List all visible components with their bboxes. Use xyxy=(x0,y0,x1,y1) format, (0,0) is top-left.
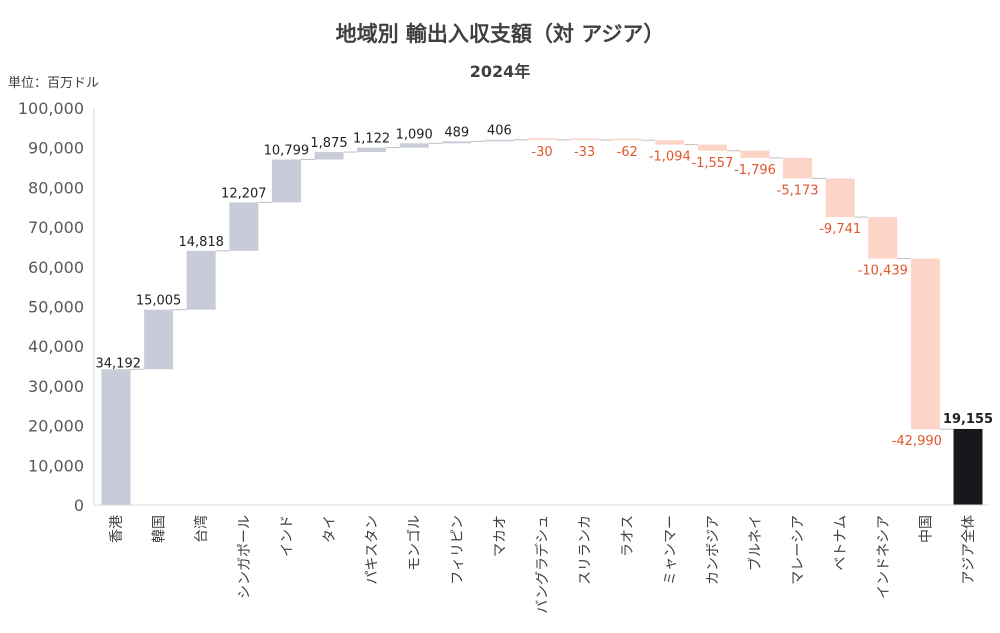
bar-5 xyxy=(271,159,301,203)
y-tick-label: 50,000 xyxy=(28,298,84,317)
x-category-label-4: シンガポール xyxy=(237,515,253,599)
bar-20 xyxy=(910,258,940,430)
data-label-17: -5,173 xyxy=(777,183,819,198)
y-tick-label: 10,000 xyxy=(28,456,84,475)
bar-12 xyxy=(570,138,600,140)
x-category-label-20: 中国 xyxy=(918,515,934,543)
data-label-6: 1,875 xyxy=(310,136,347,151)
x-category-label-7: パキスタン xyxy=(365,515,381,585)
bar-2 xyxy=(144,309,174,370)
data-label-13: -62 xyxy=(617,145,638,160)
bar-14 xyxy=(655,140,685,145)
y-tick-label: 20,000 xyxy=(28,417,84,436)
bar-21 xyxy=(953,428,983,505)
x-category-label-19: インドネシア xyxy=(876,515,892,599)
x-category-label-17: マレーシア xyxy=(791,515,807,585)
data-label-19: -10,439 xyxy=(858,264,908,279)
data-label-8: 1,090 xyxy=(396,127,433,142)
data-label-4: 12,207 xyxy=(221,186,267,201)
data-label-14: -1,094 xyxy=(649,150,691,165)
bar-16 xyxy=(740,150,770,158)
x-category-label-16: ブルネイ xyxy=(747,515,764,571)
y-tick-label: 30,000 xyxy=(28,377,84,396)
y-tick-label: 60,000 xyxy=(28,258,84,277)
x-category-label-13: ラオス xyxy=(620,515,636,557)
data-label-18: -9,741 xyxy=(819,222,861,237)
bar-15 xyxy=(697,144,727,151)
data-label-15: -1,557 xyxy=(691,156,733,171)
bar-1 xyxy=(101,369,131,505)
bar-18 xyxy=(825,178,855,218)
x-category-label-2: 韓国 xyxy=(152,515,168,543)
x-category-label-11: バングラデシュ xyxy=(534,515,551,614)
bar-11 xyxy=(527,138,557,140)
x-category-label-1: 香港 xyxy=(109,515,125,543)
bar-7 xyxy=(357,147,387,153)
y-tick-label: 0 xyxy=(74,496,84,515)
bar-13 xyxy=(612,138,642,141)
bar-8 xyxy=(399,143,429,148)
x-category-label-9: フィリピン xyxy=(450,515,466,585)
data-label-11: -30 xyxy=(531,145,552,160)
data-label-7: 1,122 xyxy=(353,132,390,147)
unit-label: 単位：百万ドル xyxy=(8,76,100,91)
data-label-20: -42,990 xyxy=(892,434,942,449)
x-category-label-18: ベトナム xyxy=(833,515,849,571)
x-category-label-8: モンゴル xyxy=(406,515,423,571)
bar-4 xyxy=(229,202,259,251)
data-label-16: -1,796 xyxy=(734,163,776,178)
x-category-label-6: タイ xyxy=(322,515,338,543)
x-category-label-14: ミャンマー xyxy=(663,515,679,585)
bar-17 xyxy=(783,157,813,179)
data-label-10: 406 xyxy=(487,124,512,139)
bar-3 xyxy=(186,250,216,310)
bar-10 xyxy=(484,139,514,142)
x-category-label-21: アジア全体 xyxy=(960,515,977,584)
y-tick-label: 40,000 xyxy=(28,337,84,356)
data-label-1: 34,192 xyxy=(96,356,142,371)
x-category-label-15: カンボジア xyxy=(705,515,721,585)
x-category-label-3: 台湾 xyxy=(193,515,210,543)
y-tick-label: 90,000 xyxy=(28,139,84,158)
x-category-label-5: インド xyxy=(279,515,295,557)
x-category-label-10: マカオ xyxy=(492,515,508,557)
bar-19 xyxy=(868,217,898,259)
data-label-12: -33 xyxy=(574,145,595,160)
y-tick-label: 80,000 xyxy=(28,178,84,197)
y-tick-label: 100,000 xyxy=(18,99,84,118)
chart-subtitle: 2024年 xyxy=(469,62,531,81)
bar-6 xyxy=(314,152,344,160)
chart-title: 地域別 輸出入収支額（対 アジア） xyxy=(335,22,665,46)
bar-9 xyxy=(442,141,472,144)
data-label-5: 10,799 xyxy=(264,144,310,159)
data-label-9: 489 xyxy=(444,125,469,140)
data-label-21: 19,155 xyxy=(943,412,993,427)
y-tick-label: 70,000 xyxy=(28,218,84,237)
data-label-3: 14,818 xyxy=(178,235,224,250)
data-label-2: 15,005 xyxy=(136,294,182,309)
x-category-label-12: スリランカ xyxy=(578,515,594,585)
